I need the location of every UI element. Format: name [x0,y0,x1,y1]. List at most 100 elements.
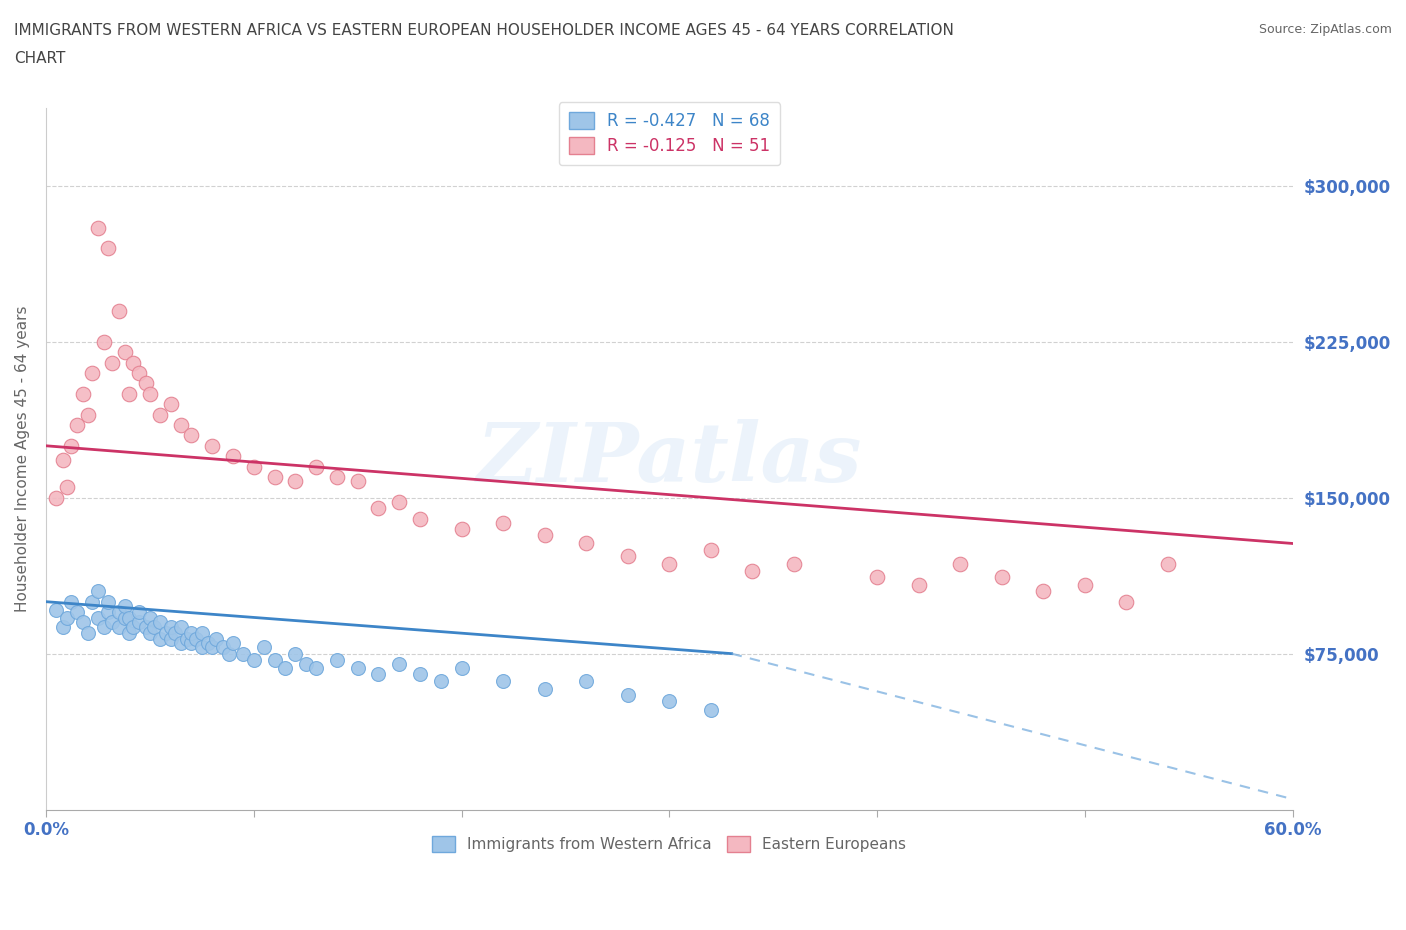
Point [55,611,77,626]
Point [533,527,555,542]
Point [1032,584,1054,599]
Point [201,640,224,655]
Point [326,470,349,485]
Point [128,365,150,380]
Point [101,355,124,370]
Point [97,594,120,609]
Point [409,512,432,526]
Point [114,611,136,626]
Text: CHART: CHART [14,51,66,66]
Text: Source: ZipAtlas.com: Source: ZipAtlas.com [1258,23,1392,36]
Point [118,611,141,626]
Point [450,522,472,537]
Point [388,495,411,510]
Point [242,653,264,668]
Point [492,515,515,530]
Point [76,625,98,640]
Point [367,500,389,515]
Point [409,667,432,682]
Point [907,578,929,592]
Y-axis label: Householder Income Ages 45 - 64 years: Householder Income Ages 45 - 64 years [15,306,30,612]
Point [180,636,202,651]
Point [429,673,451,688]
Point [741,563,763,578]
Point [284,646,307,661]
Point [866,569,889,584]
Point [284,473,307,488]
Point [180,428,202,443]
Point [346,473,368,488]
Point [616,549,638,564]
Point [87,220,110,235]
Point [93,619,115,634]
Point [274,660,297,675]
Point [211,640,233,655]
Point [59,438,82,453]
Point [1157,557,1180,572]
Point [1074,578,1097,592]
Point [658,694,681,709]
Point [170,636,193,651]
Point [118,625,141,640]
Point [149,407,172,422]
Point [45,490,67,505]
Point [205,631,228,646]
Point [159,631,181,646]
Point [66,604,89,619]
Point [949,557,972,572]
Point [232,646,254,661]
Point [326,653,349,668]
Point [114,598,136,613]
Point [1115,594,1137,609]
Point [122,355,145,370]
Point [139,386,162,401]
Point [575,673,598,688]
Point [118,386,141,401]
Point [55,480,77,495]
Point [222,449,245,464]
Point [93,335,115,350]
Point [159,397,181,412]
Point [135,376,157,391]
Point [52,453,75,468]
Point [180,625,202,640]
Point [305,660,328,675]
Point [155,625,177,640]
Point [80,365,103,380]
Point [128,615,150,630]
Point [170,619,193,634]
Point [87,584,110,599]
Point [72,615,94,630]
Point [990,569,1012,584]
Point [149,631,172,646]
Point [305,459,328,474]
Point [149,615,172,630]
Point [176,631,198,646]
Point [139,611,162,626]
Point [263,470,285,485]
Point [533,682,555,697]
Point [135,619,157,634]
Point [253,640,276,655]
Point [191,640,214,655]
Point [201,438,224,453]
Point [222,636,245,651]
Point [191,625,214,640]
Point [66,418,89,432]
Point [575,536,598,551]
Point [59,594,82,609]
Point [80,594,103,609]
Point [388,657,411,671]
Point [783,557,806,572]
Point [218,646,240,661]
Point [700,542,723,557]
Point [197,636,219,651]
Point [101,615,124,630]
Point [263,653,285,668]
Point [616,688,638,703]
Point [143,619,166,634]
Point [658,557,681,572]
Point [163,625,186,640]
Point [700,702,723,717]
Point [76,407,98,422]
